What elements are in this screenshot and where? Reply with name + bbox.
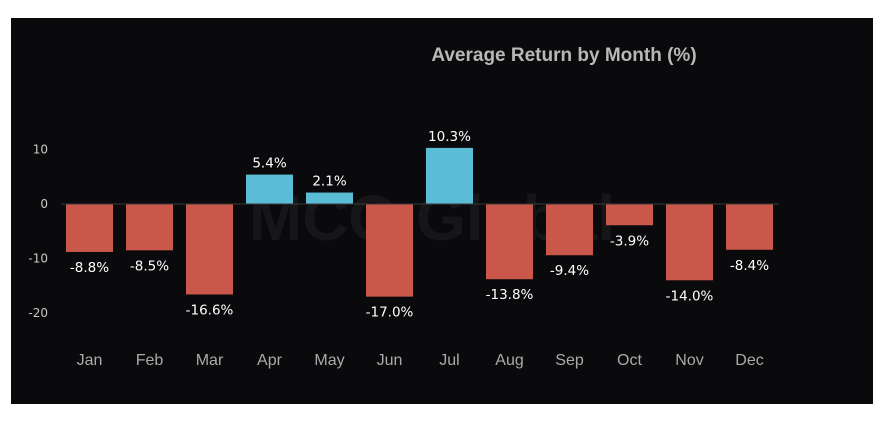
data-label-oct: -3.9% <box>610 233 649 249</box>
bar-jun <box>366 204 413 297</box>
x-tick-feb: Feb <box>136 352 164 369</box>
x-tick-jun: Jun <box>377 352 403 369</box>
bar-sep <box>546 204 593 256</box>
data-label-may: 2.1% <box>312 174 346 190</box>
x-tick-aug: Aug <box>495 352 523 369</box>
y-tick-label: 10 <box>33 143 48 157</box>
bar-feb <box>126 204 173 251</box>
x-tick-may: May <box>314 352 344 369</box>
data-label-apr: 5.4% <box>252 156 286 172</box>
bar-chart: MCO Global Average Return by Month (%) 1… <box>28 45 779 369</box>
chart-panel: MCO Global Average Return by Month (%) 1… <box>11 18 873 404</box>
x-tick-sep: Sep <box>555 352 584 369</box>
y-tick-label: -20 <box>28 306 48 320</box>
data-label-aug: -13.8% <box>486 287 534 303</box>
bars-group <box>66 147 773 297</box>
data-label-jul: 10.3% <box>428 129 471 145</box>
y-tick-label: -10 <box>28 252 48 266</box>
bar-aug <box>486 204 533 280</box>
bar-jan <box>66 204 113 252</box>
x-tick-apr: Apr <box>257 352 283 369</box>
data-label-jan: -8.8% <box>70 260 109 276</box>
data-labels: -8.8% -8.5% -16.6% 5.4% 2.1% -17.0% 10.3% -13.8… <box>70 129 769 321</box>
data-label-sep: -9.4% <box>550 263 589 279</box>
data-label-mar: -16.6% <box>186 302 234 318</box>
y-axis: 10 0 -10 -20 <box>28 143 48 321</box>
chart-title: Average Return by Month (%) <box>431 45 696 66</box>
bar-dec <box>726 204 773 250</box>
bar-may <box>306 192 353 204</box>
bar-apr <box>246 174 293 204</box>
bar-mar <box>186 204 233 295</box>
x-tick-jul: Jul <box>439 352 459 369</box>
y-tick-label: 0 <box>40 197 48 211</box>
x-tick-jan: Jan <box>77 352 103 369</box>
bar-nov <box>666 204 713 281</box>
data-label-feb: -8.5% <box>130 258 169 274</box>
x-tick-mar: Mar <box>196 352 224 369</box>
bar-jul <box>426 147 473 204</box>
x-tick-nov: Nov <box>675 352 703 369</box>
data-label-nov: -14.0% <box>666 288 714 304</box>
bar-oct <box>606 204 653 226</box>
x-tick-dec: Dec <box>735 352 763 369</box>
x-tick-oct: Oct <box>617 352 642 369</box>
data-label-dec: -8.4% <box>730 258 769 274</box>
data-label-jun: -17.0% <box>366 305 414 321</box>
x-axis: Jan Feb Mar Apr May Jun Jul Aug Sep Oct Nov Dec <box>77 352 764 369</box>
